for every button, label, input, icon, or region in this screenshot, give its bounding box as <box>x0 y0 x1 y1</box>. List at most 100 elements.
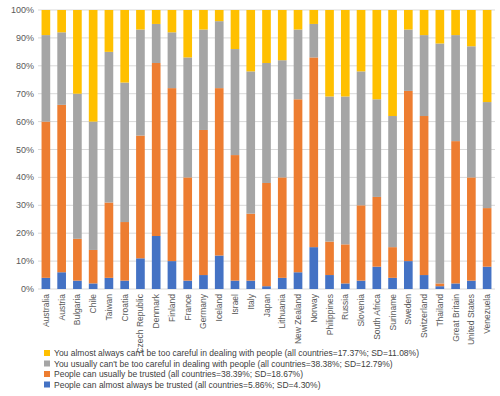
bar-segment <box>168 261 177 289</box>
x-tick-label: Denmark <box>151 293 161 328</box>
x-tick-label: Czech Republic <box>135 293 145 353</box>
x-tick-label: Slovenia <box>356 294 366 327</box>
bar-segment <box>183 177 192 280</box>
bar-segment <box>152 63 161 236</box>
bar-segment <box>294 99 303 272</box>
bar-segment <box>231 49 240 155</box>
x-tick-label: France <box>183 294 193 321</box>
bar-segment <box>105 10 114 52</box>
bar-segment <box>436 283 445 286</box>
bar-segment <box>278 177 287 277</box>
x-tick-label: Germany <box>198 293 208 329</box>
bar-segment <box>309 24 318 57</box>
bar-segment <box>183 57 192 177</box>
bar-segment <box>105 52 114 203</box>
y-tick-label: 30% <box>16 200 34 210</box>
bar-segment <box>404 10 413 30</box>
bar-segment <box>73 239 82 281</box>
bar-segment <box>404 261 413 289</box>
legend-label: People can almost always be trusted (all… <box>54 380 321 390</box>
y-tick-label: 100% <box>11 5 34 15</box>
x-tick-label: Venezuela <box>482 294 492 334</box>
bar-segment <box>278 278 287 289</box>
y-tick-label: 80% <box>16 61 34 71</box>
bar-segment <box>341 10 350 96</box>
y-tick-label: 40% <box>16 172 34 182</box>
x-tick-label: Croatia <box>120 294 130 322</box>
bar-segment <box>388 116 397 247</box>
bar-segment <box>420 275 429 289</box>
bar-segment <box>183 10 192 57</box>
bar-segment <box>136 258 145 289</box>
bar-segment <box>436 43 445 283</box>
bar-segment <box>120 83 129 223</box>
x-tick-label: Philippines <box>325 294 335 335</box>
x-tick-label: South Africa <box>372 294 382 340</box>
bar-segment <box>357 71 366 205</box>
y-tick-label: 20% <box>16 228 34 238</box>
bar-segment <box>199 130 208 275</box>
bar-segment <box>57 105 66 272</box>
x-tick-label: Iceland <box>214 294 224 322</box>
bar-segment <box>294 10 303 30</box>
bar-segment <box>388 278 397 289</box>
bar-segment <box>199 10 208 30</box>
x-tick-label: United States <box>466 294 476 345</box>
bar-segment <box>152 236 161 289</box>
legend-swatch <box>44 382 50 388</box>
bar-segment <box>388 247 397 278</box>
bar-segment <box>388 10 397 116</box>
bar-segment <box>136 136 145 259</box>
x-tick-label: Austria <box>57 294 67 321</box>
bar-segment <box>404 30 413 91</box>
bar-segment <box>89 250 98 283</box>
legend-swatch <box>44 361 50 367</box>
bar-segment <box>231 155 240 281</box>
bar-segment <box>436 286 445 289</box>
bar-segment <box>73 281 82 289</box>
bar-segment <box>120 222 129 281</box>
bar-segment <box>89 122 98 250</box>
bar-segment <box>325 96 334 241</box>
y-tick-label: 70% <box>16 89 34 99</box>
x-tick-label: Israel <box>230 294 240 315</box>
x-tick-label: Italy <box>246 293 256 309</box>
legend-swatch <box>44 350 50 356</box>
bar-segment <box>357 281 366 289</box>
bar-segment <box>309 57 318 247</box>
bar-segment <box>278 10 287 60</box>
bar-segment <box>357 205 366 280</box>
legend-swatch <box>44 371 50 377</box>
bar-segment <box>168 32 177 88</box>
bar-segment <box>215 21 224 88</box>
bar-segment <box>199 30 208 130</box>
bar-segment <box>372 197 381 267</box>
bar-segment <box>341 244 350 283</box>
x-tick-label: Switzerland <box>419 294 429 338</box>
bar-segment <box>215 256 224 289</box>
bar-segment <box>246 214 255 281</box>
x-tick-label: Sweden <box>403 294 413 325</box>
bar-segment <box>105 278 114 289</box>
bar-segment <box>451 35 460 141</box>
bar-segment <box>483 208 492 267</box>
bar-segment <box>294 272 303 289</box>
x-tick-label: Finland <box>167 294 177 322</box>
bar-segment <box>246 71 255 213</box>
x-tick-label: Norway <box>309 293 319 323</box>
bar-segment <box>325 275 334 289</box>
bar-segment <box>152 10 161 24</box>
y-tick-label: 0% <box>21 284 34 294</box>
bar-segment <box>262 183 271 286</box>
bar-segment <box>89 283 98 289</box>
bar-segment <box>215 88 224 255</box>
bar-segment <box>278 60 287 177</box>
y-tick-label: 10% <box>16 256 34 266</box>
x-tick-label: Japan <box>262 294 272 317</box>
y-tick-label: 60% <box>16 117 34 127</box>
bar-segment <box>467 10 476 46</box>
bar-segment <box>483 102 492 208</box>
bar-segment <box>231 281 240 289</box>
bar-segment <box>341 283 350 289</box>
bar-segment <box>262 63 271 183</box>
